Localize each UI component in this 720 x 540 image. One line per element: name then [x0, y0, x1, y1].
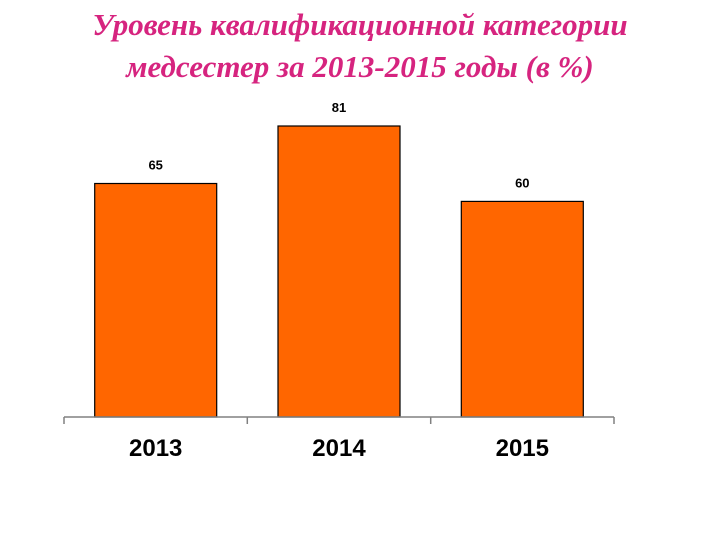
- category-label-2013: 2013: [129, 435, 182, 462]
- category-label-2015: 2015: [496, 435, 549, 462]
- bar-2013: [94, 182, 218, 418]
- category-label-2014: 2014: [312, 435, 366, 462]
- bar-2015: [460, 200, 584, 418]
- bar-2014: [277, 125, 401, 418]
- labels-layer: 65 2013 81 2014 60 2015: [129, 100, 549, 462]
- title-line-1: Уровень квалификационной категории: [92, 7, 628, 42]
- data-label-2015: 60: [515, 175, 529, 190]
- x-axis: [63, 416, 615, 424]
- data-label-2014: 81: [332, 100, 346, 115]
- bars-layer: [94, 125, 584, 418]
- title-line-2: медсестер за 2013-2015 годы (в %): [126, 49, 594, 84]
- chart-title: Уровень квалификационной категории медсе…: [0, 4, 720, 88]
- data-label-2013: 65: [148, 158, 162, 173]
